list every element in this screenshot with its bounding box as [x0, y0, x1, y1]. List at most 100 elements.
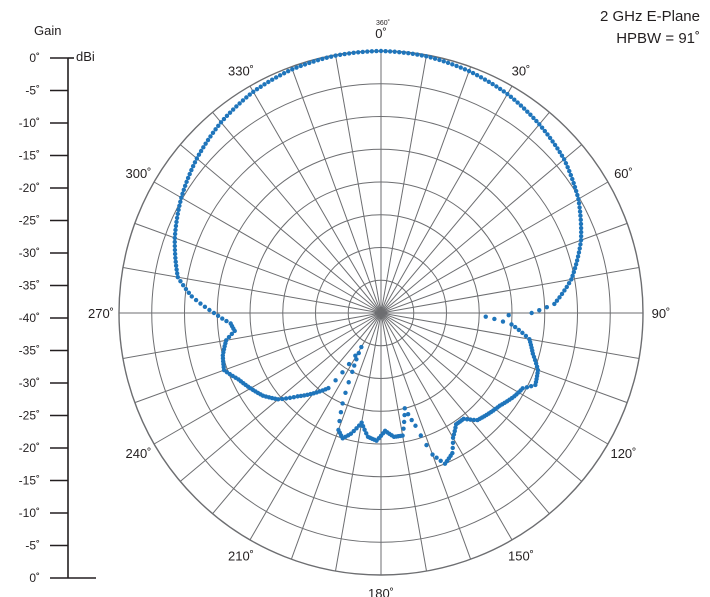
pattern-point: [547, 135, 553, 141]
grid-spoke: [179, 312, 382, 482]
pattern-point: [333, 53, 338, 58]
pattern-point: [202, 304, 208, 310]
pattern-point: [172, 231, 178, 237]
pattern-point: [174, 219, 179, 225]
pattern-point: [577, 205, 582, 210]
pattern-point: [534, 364, 540, 369]
pattern-point: [221, 116, 227, 122]
grid-spoke: [380, 267, 640, 314]
pattern-point: [207, 307, 212, 313]
scale-tick-label: -20˚: [19, 181, 40, 195]
pattern-point: [244, 95, 249, 100]
scale-tick-label: -5˚: [25, 539, 40, 553]
gain-scale: Gain dBi 360˚ 0˚ -5˚ -10˚ -15˚ -20˚ -25˚ -30˚ -…: [19, 19, 390, 585]
pattern-point: [383, 48, 388, 54]
pattern-point: [578, 217, 583, 223]
scale-tick-label: -10˚: [19, 116, 40, 130]
angle-label: 240˚: [125, 446, 151, 461]
pattern-point: [575, 254, 581, 259]
pattern-point: [189, 167, 194, 173]
pattern-point: [178, 279, 183, 284]
pattern-point: [387, 49, 393, 54]
pattern-point: [401, 50, 406, 55]
pattern-point: [462, 67, 468, 72]
pattern-point: [528, 112, 533, 117]
scale-tick-label: -15˚: [19, 149, 40, 163]
pattern-point: [566, 281, 572, 286]
pattern-point: [337, 418, 342, 424]
pattern-point: [542, 128, 548, 134]
pattern-point: [174, 271, 180, 276]
pattern-point: [533, 361, 539, 366]
pattern-point: [211, 310, 217, 316]
pattern-point: [533, 382, 538, 388]
pattern-point: [568, 172, 574, 178]
pattern-point: [173, 223, 179, 229]
pattern-point: [196, 152, 202, 157]
angle-label: 30˚: [512, 64, 531, 79]
pattern-point: [251, 89, 256, 94]
grid-spoke: [134, 312, 382, 404]
pattern-point: [486, 79, 492, 84]
pattern-point: [406, 51, 411, 56]
pattern-point: [576, 201, 582, 206]
pattern-point: [190, 164, 196, 169]
pattern-point: [216, 123, 221, 128]
angle-label: 330˚: [228, 64, 254, 79]
pattern-point: [178, 199, 183, 204]
pattern-point: [501, 89, 506, 94]
pattern-point: [528, 384, 534, 389]
pattern-point: [564, 284, 569, 290]
angle-label: 210˚: [228, 548, 254, 563]
gain-label: Gain: [34, 23, 61, 38]
pattern-point: [562, 288, 567, 293]
pattern-point: [552, 301, 557, 307]
pattern-point: [353, 353, 358, 358]
angle-label: 270˚: [88, 306, 114, 321]
pattern-point: [290, 67, 295, 72]
grid-spoke: [380, 144, 583, 314]
grid-spoke: [380, 312, 628, 404]
pattern-point: [482, 77, 488, 82]
pattern-point: [453, 422, 459, 427]
pattern-point: [402, 412, 407, 418]
pattern-point: [578, 237, 584, 243]
pattern-point: [478, 75, 484, 80]
pattern-point: [442, 461, 448, 466]
pattern-point: [175, 274, 181, 280]
pattern-point: [338, 409, 344, 415]
pattern-point: [360, 49, 365, 55]
pattern-point: [283, 396, 289, 401]
grid-spoke: [212, 111, 382, 314]
pattern-point: [365, 49, 370, 54]
pattern-point: [574, 258, 580, 263]
pattern-point: [578, 233, 584, 239]
grid-spoke: [122, 312, 382, 359]
grid-spoke: [380, 312, 472, 560]
pattern-point: [557, 149, 562, 155]
pattern-point: [497, 86, 503, 92]
pattern-point: [578, 229, 584, 235]
pattern-point: [537, 122, 542, 127]
chart-subtitle: HPBW = 91˚: [616, 30, 700, 47]
pattern-point: [509, 322, 514, 327]
pattern-point: [247, 92, 252, 97]
pattern-point: [471, 417, 477, 423]
pattern-point: [409, 417, 414, 423]
pattern-point: [346, 380, 351, 385]
pattern-point: [237, 101, 242, 106]
angle-label: 150˚: [508, 548, 534, 563]
grid-spoke: [380, 312, 427, 572]
pattern-point: [198, 148, 204, 154]
pattern-point: [205, 137, 211, 143]
pattern-point: [193, 297, 199, 303]
pattern-point: [176, 207, 181, 213]
pattern-point: [360, 424, 366, 429]
pattern-point: [281, 71, 287, 76]
pattern-point: [173, 263, 179, 268]
pattern-point: [180, 283, 186, 288]
pattern-point: [453, 425, 458, 430]
pattern-point: [356, 423, 362, 428]
angle-label: 120˚: [610, 446, 636, 461]
pattern-point: [273, 75, 279, 80]
